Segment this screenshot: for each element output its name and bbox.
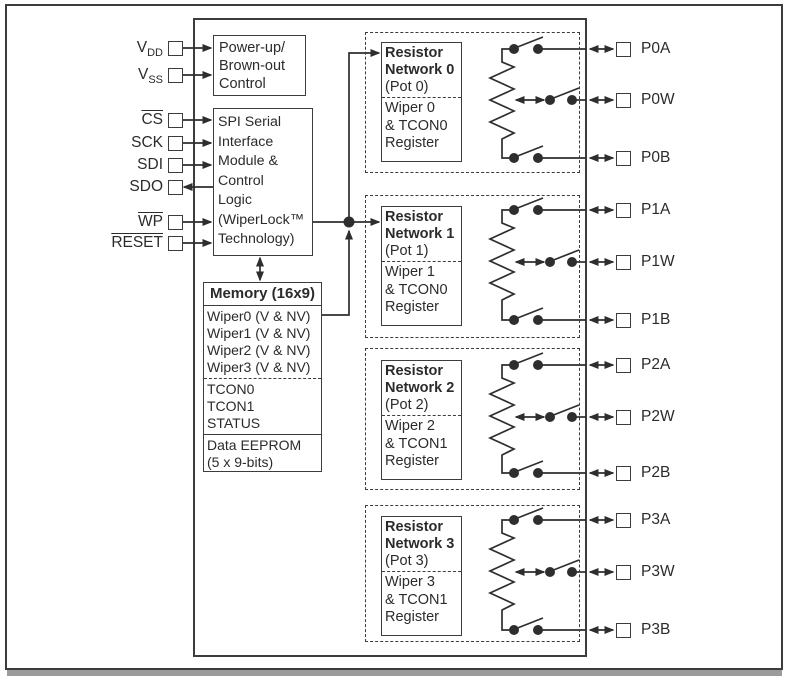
pin-label-reset: RESET	[111, 234, 163, 251]
network-title: Resistor Network 3	[385, 519, 455, 552]
pad-sdi	[168, 158, 183, 173]
pad-p2b	[616, 466, 631, 481]
network-0-dashed-region	[365, 32, 580, 173]
network-title: Resistor Network 2	[385, 363, 455, 396]
network-pot-label: (Pot 1)	[385, 243, 429, 259]
terminal-label-p0b: P0B	[641, 149, 671, 166]
pad-p3w	[616, 565, 631, 580]
network-title: Resistor Network 1	[385, 209, 455, 242]
memory-row: TCON1	[207, 398, 255, 414]
resistor-network-1-box: Resistor Network 1 (Pot 1) Wiper 1 & TCON…	[381, 206, 462, 326]
pad-p1w	[616, 255, 631, 270]
pad-p2a	[616, 358, 631, 373]
memory-wiper-registers: Wiper0 (V & NV) Wiper1 (V & NV) Wiper2 (…	[204, 306, 321, 379]
terminal-label-p1a: P1A	[641, 201, 671, 218]
network-register-label: Wiper 2 & TCON1 Register	[385, 418, 448, 469]
network-register-label: Wiper 1 & TCON0 Register	[385, 264, 448, 315]
resistor-network-2-box: Resistor Network 2 (Pot 2) Wiper 2 & TCON…	[381, 360, 462, 480]
pad-p3b	[616, 623, 631, 638]
pad-sck	[168, 136, 183, 151]
terminal-label-p3a: P3A	[641, 511, 671, 528]
terminal-label-p1w: P1W	[641, 253, 675, 270]
pad-vdd	[168, 41, 183, 56]
terminal-label-p2b: P2B	[641, 464, 671, 481]
figure-border	[5, 4, 783, 670]
pad-p3a	[616, 513, 631, 528]
terminal-label-p2w: P2W	[641, 408, 675, 425]
terminal-label-p2a: P2A	[641, 356, 671, 373]
network-3-dashed-region	[365, 505, 580, 642]
memory-control-registers: TCON0 TCON1 STATUS	[204, 379, 321, 435]
page-bottom-edge	[7, 670, 782, 676]
resistor-network-0-box: Resistor Network 0 (Pot 0) Wiper 0 & TCON…	[381, 42, 462, 162]
memory-title: Memory (16x9)	[204, 283, 321, 306]
pad-reset	[168, 236, 183, 251]
network-pot-label: (Pot 3)	[385, 553, 429, 569]
pad-vss	[168, 68, 183, 83]
pad-cs	[168, 113, 183, 128]
memory-row: STATUS	[207, 415, 261, 431]
network-title: Resistor Network 0	[385, 45, 455, 78]
terminal-label-p3w: P3W	[641, 563, 675, 580]
pin-label-vss: VSS	[137, 66, 163, 87]
pin-label-sck: SCK	[131, 134, 163, 151]
memory-eeprom-section: Data EEPROM (5 x 9-bits)	[207, 437, 302, 470]
network-pot-label: (Pot 2)	[385, 397, 429, 413]
network-register-label: Wiper 3 & TCON1 Register	[385, 574, 448, 625]
chip-outline	[193, 18, 587, 657]
terminal-label-p1b: P1B	[641, 311, 671, 328]
pad-p1a	[616, 203, 631, 218]
pin-label-cs: CS	[141, 111, 163, 128]
power-brownout-block: Power-up/ Brown-out Control	[213, 35, 306, 96]
terminal-label-p0a: P0A	[641, 40, 671, 57]
terminal-label-p0w: P0W	[641, 91, 675, 108]
memory-row: Wiper1 (V & NV)	[207, 325, 311, 341]
pad-p0w	[616, 93, 631, 108]
network-1-dashed-region	[365, 195, 580, 338]
pin-label-vdd: VDD	[136, 39, 163, 60]
resistor-network-3-box: Resistor Network 3 (Pot 3) Wiper 3 & TCON…	[381, 516, 462, 636]
memory-row: Wiper2 (V & NV)	[207, 342, 311, 358]
pad-sdo	[168, 180, 183, 195]
pin-label-wp: WP	[138, 213, 163, 230]
pad-p0b	[616, 151, 631, 166]
spi-interface-block: SPI Serial Interface Module & Control Lo…	[213, 108, 313, 256]
memory-row: Wiper0 (V & NV)	[207, 308, 311, 324]
memory-row: TCON0	[207, 381, 255, 397]
network-register-label: Wiper 0 & TCON0 Register	[385, 100, 448, 151]
network-pot-label: (Pot 0)	[385, 79, 429, 95]
memory-row: Wiper3 (V & NV)	[207, 359, 311, 375]
pin-label-sdo: SDO	[129, 178, 163, 195]
terminal-label-p3b: P3B	[641, 621, 671, 638]
network-2-dashed-region	[365, 348, 580, 490]
pad-p1b	[616, 313, 631, 328]
pin-label-sdi: SDI	[137, 156, 163, 173]
pad-p2w	[616, 410, 631, 425]
pad-wp	[168, 215, 183, 230]
pad-p0a	[616, 42, 631, 57]
memory-block: Memory (16x9) Wiper0 (V & NV) Wiper1 (V …	[203, 282, 322, 472]
